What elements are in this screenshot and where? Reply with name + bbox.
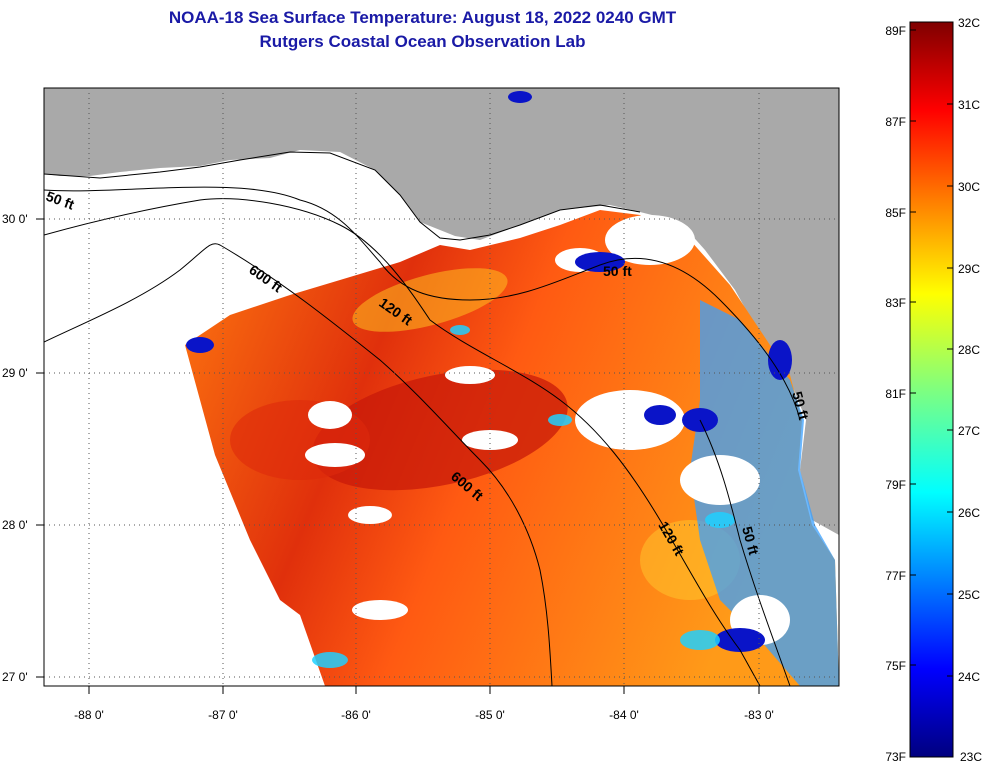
cb-f-label: 75F xyxy=(885,659,906,673)
contour-label-50ft: 50 ft xyxy=(789,390,812,422)
cb-f-label: 73F xyxy=(885,750,906,764)
bathymetry-contours xyxy=(44,151,801,686)
axis-ticks xyxy=(36,218,760,694)
lat-label: 27 0' xyxy=(2,670,28,684)
cb-f-label: 83F xyxy=(885,296,906,310)
lon-label: -88 0' xyxy=(74,708,104,722)
land-florida xyxy=(44,88,839,535)
contour-label-50ft: 50 ft xyxy=(739,525,762,557)
colorbar-celsius-labels: 32C 31C 30C 29C 28C 27C 26C 25C 24C 23C xyxy=(958,16,982,764)
lon-label: -84 0' xyxy=(609,708,639,722)
coastal-cool-band xyxy=(690,300,839,686)
cb-f-label: 89F xyxy=(885,24,906,38)
lon-label: -85 0' xyxy=(475,708,505,722)
colorbar-ticks xyxy=(910,21,953,677)
yellow-band xyxy=(352,268,508,332)
cb-f-label: 87F xyxy=(885,115,906,129)
cb-c-label: 29C xyxy=(958,262,980,276)
colorbar-fahrenheit-labels: 89F 87F 85F 83F 81F 79F 77F 75F 73F xyxy=(885,24,906,764)
cb-c-label: 31C xyxy=(958,98,980,112)
cb-c-label: 24C xyxy=(958,670,980,684)
longitude-labels: -88 0' -87 0' -86 0' -85 0' -84 0' -83 0… xyxy=(74,708,774,722)
cb-c-label: 30C xyxy=(958,180,980,194)
cb-f-label: 85F xyxy=(885,206,906,220)
lon-label: -87 0' xyxy=(208,708,238,722)
map-title: NOAA-18 Sea Surface Temperature: August … xyxy=(168,8,677,27)
lon-label: -83 0' xyxy=(744,708,774,722)
cb-c-label: 28C xyxy=(958,343,980,357)
cb-c-label: 27C xyxy=(958,424,980,438)
cb-c-label: 23C xyxy=(960,750,982,764)
contour-label-50ft: 50 ft xyxy=(603,263,632,279)
cold-cloud-edges xyxy=(186,91,792,652)
lat-label: 28 0' xyxy=(2,518,28,532)
cb-f-label: 81F xyxy=(885,387,906,401)
cb-f-label: 77F xyxy=(885,569,906,583)
latitude-labels: 30 0' 29 0' 28 0' 27 0' xyxy=(2,212,28,684)
lon-label: -86 0' xyxy=(341,708,371,722)
lat-label: 29 0' xyxy=(2,366,28,380)
colorbar xyxy=(909,21,954,758)
cb-c-label: 32C xyxy=(958,16,980,30)
lat-label: 30 0' xyxy=(2,212,28,226)
cb-c-label: 25C xyxy=(958,588,980,602)
warm-core xyxy=(312,369,568,491)
cb-f-label: 79F xyxy=(885,478,906,492)
map-frame xyxy=(43,87,840,687)
cb-c-label: 26C xyxy=(958,506,980,520)
cool-patches xyxy=(312,325,735,668)
map-subtitle: Rutgers Coastal Ocean Observation Lab xyxy=(259,32,586,51)
